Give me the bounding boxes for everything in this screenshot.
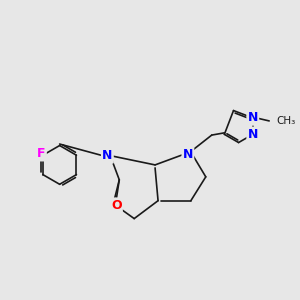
Text: N: N	[248, 128, 258, 141]
Text: F: F	[37, 147, 46, 160]
Text: N: N	[248, 111, 258, 124]
Text: N: N	[183, 148, 193, 161]
Text: N: N	[102, 149, 112, 163]
Text: CH₃: CH₃	[277, 116, 296, 126]
Text: O: O	[111, 199, 122, 212]
